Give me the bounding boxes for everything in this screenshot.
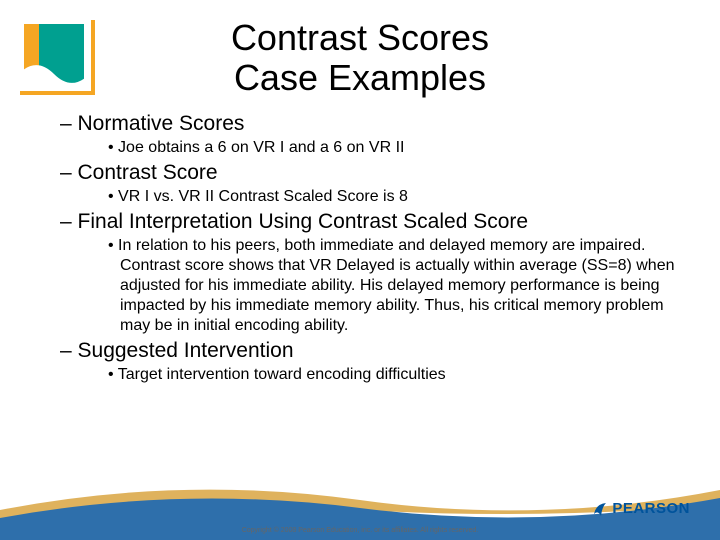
section-heading: Normative Scores [60,112,680,136]
section-heading: Suggested Intervention [60,339,680,363]
bullet-text: Target intervention toward encoding diff… [104,365,680,385]
bullet-text: Joe obtains a 6 on VR I and a 6 on VR II [104,138,680,158]
section-heading: Contrast Score [60,161,680,185]
bullet-text: VR I vs. VR II Contrast Scaled Score is … [104,187,680,207]
slide-body: Normative Scores Joe obtains a 6 on VR I… [60,110,680,388]
section-heading: Final Interpretation Using Contrast Scal… [60,210,680,234]
pearson-swoosh-icon [592,500,610,518]
pearson-brand-logo: PEARSON [592,500,690,518]
title-line-1: Contrast Scores [231,17,489,58]
bullet-text: In relation to his peers, both immediate… [104,236,680,336]
slide-title: Contrast Scores Case Examples [0,18,720,97]
pearson-brand-text: PEARSON [612,500,690,517]
copyright-text: Copyright © 2008 Pearson Education, inc.… [0,527,720,534]
title-line-2: Case Examples [234,57,486,98]
